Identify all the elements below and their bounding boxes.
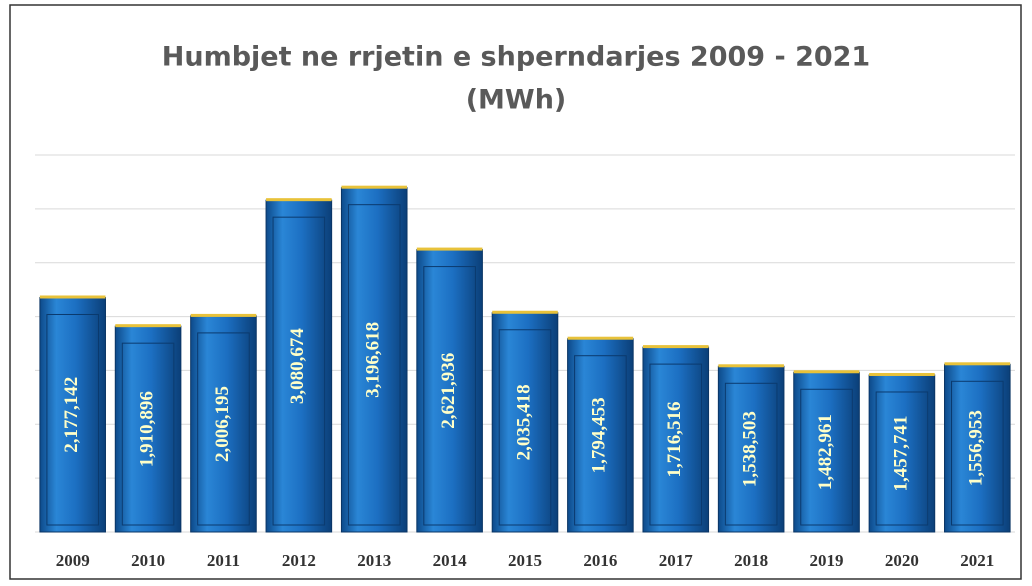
bar-bevel: [347, 204, 401, 526]
x-tick-label: 2010: [131, 551, 165, 570]
bar: [793, 371, 860, 533]
bar-top: [416, 247, 483, 251]
bar-top: [266, 198, 332, 202]
bar-top: [341, 185, 408, 189]
bar-bevel: [875, 391, 929, 526]
x-tick-label: 2012: [282, 551, 316, 570]
value-label: 2,006,195: [212, 386, 233, 462]
value-label: 1,538,503: [740, 411, 761, 487]
bar: [567, 338, 634, 533]
x-tick-label: 2016: [583, 551, 617, 570]
bar-bevel: [498, 329, 552, 526]
bar-bevel: [724, 382, 778, 526]
bar-top: [190, 313, 257, 317]
value-label: 3,080,674: [287, 328, 308, 405]
value-label: 1,482,961: [815, 414, 836, 490]
bar: [416, 249, 483, 533]
bar-bevel: [272, 216, 326, 526]
bar-bevel: [46, 313, 99, 526]
bar-top: [642, 345, 709, 349]
x-tick-label: 2019: [810, 551, 844, 570]
bar-top: [567, 336, 634, 340]
bar: [944, 363, 1011, 533]
x-tick-label: 2017: [659, 551, 694, 570]
bar: [491, 312, 559, 533]
bar-top: [944, 362, 1011, 366]
bar-bevel: [800, 388, 853, 526]
bar-bevel: [121, 342, 175, 526]
bar-top: [39, 295, 106, 299]
bar-top: [492, 310, 558, 314]
bar: [265, 199, 333, 533]
value-label: 1,457,741: [890, 415, 911, 491]
x-tick-label: 2021: [960, 551, 994, 570]
value-label: 1,910,896: [136, 391, 157, 467]
x-tick-label: 2020: [885, 551, 919, 570]
bar: [868, 374, 936, 533]
value-label: 1,556,953: [966, 410, 987, 486]
value-label: 1,794,453: [589, 397, 610, 473]
x-tick-label: 2009: [56, 551, 90, 570]
bar: [717, 365, 785, 533]
bar-bevel: [649, 363, 703, 526]
bar-bevel: [574, 355, 627, 526]
value-label: 2,035,418: [513, 384, 534, 460]
bar-top: [115, 324, 181, 328]
x-tick-label: 2015: [508, 551, 542, 570]
x-tick-label: 2018: [734, 551, 768, 570]
bar-bevel: [197, 332, 250, 526]
value-label: 3,196,618: [363, 322, 384, 398]
bar: [39, 296, 106, 533]
x-tick-label: 2011: [207, 551, 240, 570]
bar-bevel: [951, 380, 1004, 526]
bar-bevel: [423, 266, 476, 526]
bar: [190, 315, 257, 533]
value-label: 1,716,516: [664, 402, 685, 478]
value-label: 2,177,142: [61, 377, 82, 453]
x-tick-label: 2014: [433, 551, 468, 570]
x-tick-label: 2013: [357, 551, 391, 570]
bar-top: [793, 370, 860, 374]
bar-top: [718, 364, 784, 368]
chart-title: Humbjet ne rrjetin e shperndarjes 2009 -…: [162, 42, 870, 73]
bar: [642, 346, 710, 533]
chart-subtitle: (MWh): [466, 85, 567, 116]
bar-top: [869, 372, 935, 376]
value-label: 2,621,936: [438, 353, 459, 429]
